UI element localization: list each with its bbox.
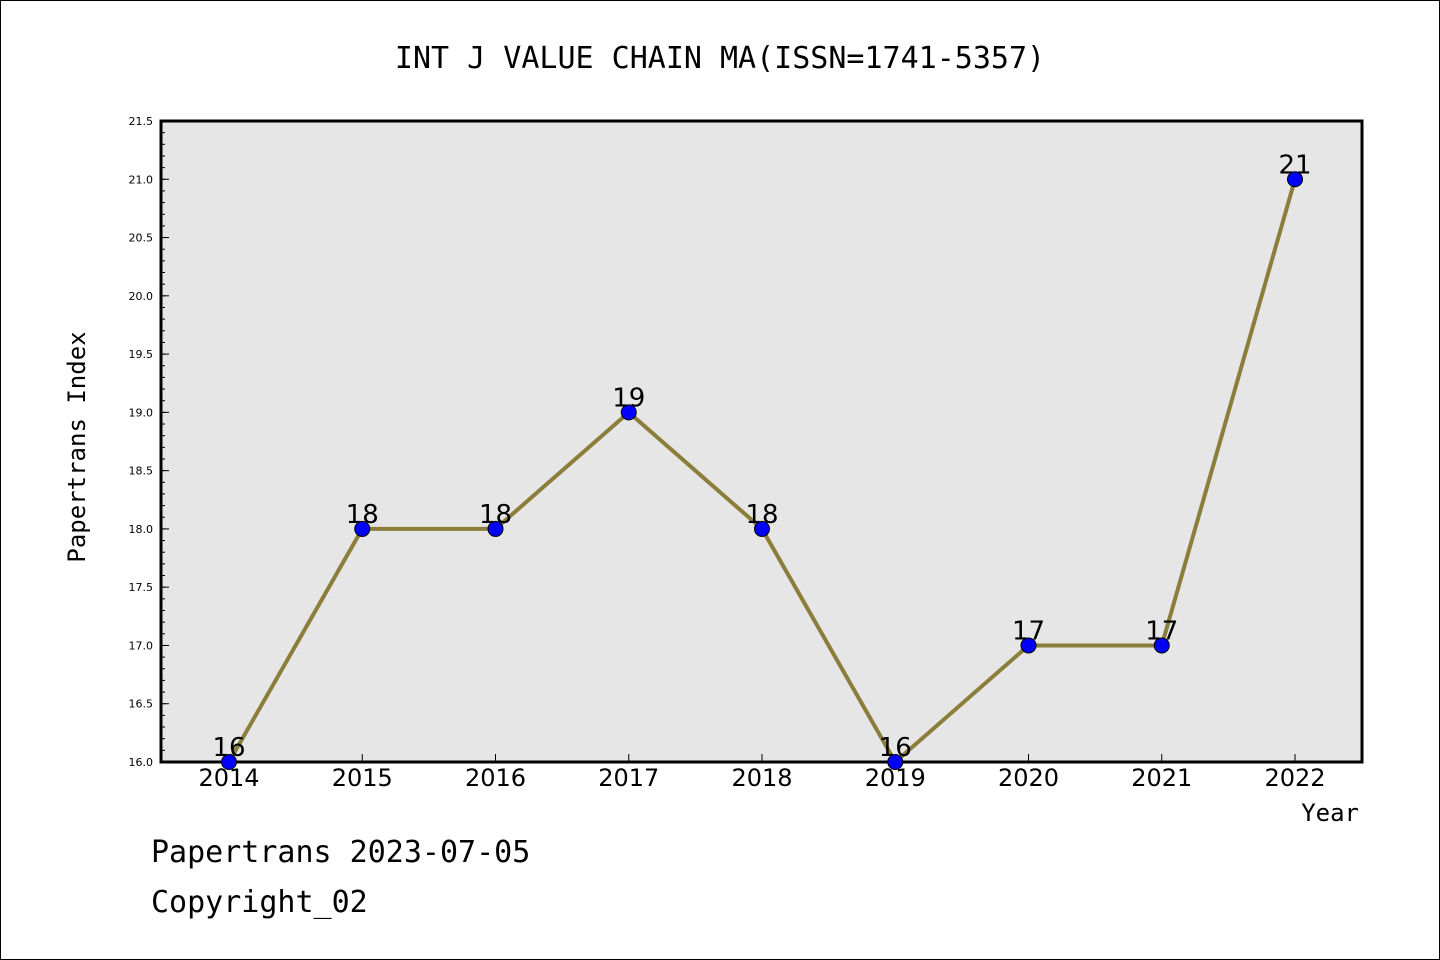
data-label: 18: [346, 500, 379, 530]
y-tick-label: 18.0: [129, 523, 154, 536]
x-tick-label: 2016: [465, 764, 526, 792]
data-point: [221, 754, 237, 770]
x-tick-label: 2018: [731, 764, 792, 792]
data-label: 19: [612, 383, 645, 413]
data-label: 18: [745, 500, 778, 530]
y-tick-label: 17.0: [129, 639, 154, 652]
x-tick-label: 2020: [998, 764, 1059, 792]
y-tick-label: 19.5: [129, 348, 154, 361]
y-tick-label: 16.0: [129, 756, 154, 769]
data-point: [487, 520, 504, 537]
data-label: 17: [1145, 616, 1178, 646]
data-label: 16: [212, 733, 245, 763]
y-tick-label: 18.5: [129, 465, 154, 478]
footer-copyright: Copyright_02: [151, 885, 368, 920]
x-tick-label: 2015: [332, 764, 393, 792]
y-axis-label: Papertrans Index: [63, 331, 91, 562]
x-tick-label: 2021: [1131, 764, 1192, 792]
data-point: [354, 520, 371, 537]
x-axis-label: Year: [1301, 799, 1359, 827]
data-point: [1153, 637, 1170, 654]
data-point: [754, 520, 770, 537]
y-tick-label: 21.5: [129, 115, 154, 128]
x-tick-label: 2022: [1264, 764, 1325, 792]
y-axis: 16.0 16.5 17.0 17.5 18.0 18.5 19.0 19.5 20.0 20.5…: [129, 115, 169, 769]
data-point: [620, 404, 637, 421]
data-point: [1287, 171, 1303, 188]
y-tick-label: 20.0: [129, 290, 154, 303]
x-tick-label: 2017: [598, 764, 659, 792]
data-label: 17: [1012, 616, 1045, 646]
chart-title: INT J VALUE CHAIN MA(ISSN=1741-5357): [395, 41, 1045, 76]
x-axis: 2014 2015 2016 2017 2018 2019 2020 2021 2022: [198, 754, 1326, 792]
data-label: 16: [879, 733, 912, 763]
y-tick-label: 19.0: [129, 406, 154, 419]
data-label: 18: [479, 500, 512, 530]
plot-area: [159, 119, 1364, 764]
y-tick-label: 21.0: [129, 173, 154, 186]
y-tick-label: 20.5: [129, 232, 154, 245]
data-point: [887, 754, 904, 770]
series-layer: 16 18 18 19 18 16 17 17 21: [212, 150, 1312, 770]
data-label: 21: [1278, 150, 1311, 180]
footer-date: Papertrans 2023-07-05: [151, 835, 531, 870]
data-point: [1020, 637, 1037, 654]
y-tick-label: 17.5: [129, 581, 154, 594]
y-tick-label: 16.5: [129, 698, 154, 711]
